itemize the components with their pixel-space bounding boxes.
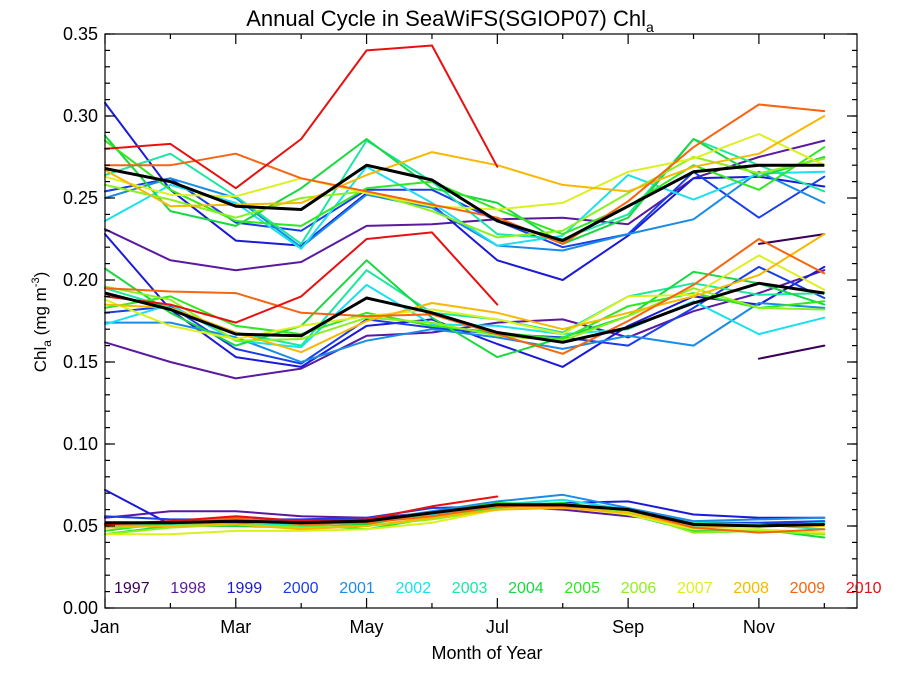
legend-entry-2003: 2003 bbox=[452, 580, 488, 597]
series-line-1999-upper bbox=[104, 101, 826, 281]
legend-entry-2009: 2009 bbox=[790, 580, 826, 597]
y-axis-label: Chla (mg m-3) bbox=[30, 272, 54, 373]
legend-entry-2008: 2008 bbox=[733, 580, 769, 597]
y-tick-label: 0.10 bbox=[63, 434, 98, 454]
x-tick-label: Mar bbox=[220, 617, 251, 637]
y-tick-label: 0.30 bbox=[63, 106, 98, 126]
y-tick-label: 0.00 bbox=[63, 598, 98, 618]
series-line-2008-lower bbox=[104, 507, 826, 531]
mean-line-lower bbox=[105, 503, 825, 528]
chart-title: Annual Cycle in SeaWiFS(SGIOP07) Chla bbox=[246, 6, 654, 35]
legend-entry-1999: 1999 bbox=[227, 580, 263, 597]
series-line-2010-upper bbox=[104, 44, 499, 190]
legend-entry-2001: 2001 bbox=[339, 580, 375, 597]
series-line-1997-middle bbox=[757, 344, 826, 360]
legend-entry-2000: 2000 bbox=[283, 580, 319, 597]
series-line-2009-lower bbox=[104, 505, 826, 534]
x-tick-label: Jul bbox=[486, 617, 509, 637]
legend-entry-2007: 2007 bbox=[677, 580, 713, 597]
series-line-2004-middle bbox=[104, 259, 826, 359]
series-2010 bbox=[104, 44, 499, 526]
series-line-1998-upper bbox=[104, 139, 826, 272]
legend-entry-2002: 2002 bbox=[396, 580, 432, 597]
mean-line-upper bbox=[104, 163, 825, 243]
legend-entry-1997: 1997 bbox=[114, 580, 150, 597]
series-line-2006-middle bbox=[104, 285, 826, 342]
legend-entry-2006: 2006 bbox=[621, 580, 657, 597]
plot-frame bbox=[104, 33, 858, 609]
y-tick-label: 0.15 bbox=[63, 352, 98, 372]
x-tick-label: Sep bbox=[612, 617, 644, 637]
legend-entry-2010: 2010 bbox=[846, 580, 882, 597]
series-line-1997-upper bbox=[757, 233, 826, 245]
series-line-2007-upper bbox=[104, 133, 826, 211]
y-tick-label: 0.25 bbox=[63, 188, 98, 208]
series-line-2010-middle bbox=[104, 231, 499, 324]
x-tick-label: Nov bbox=[743, 617, 775, 637]
legend-entry-2005: 2005 bbox=[564, 580, 600, 597]
x-axis-label: Month of Year bbox=[431, 643, 542, 663]
series-2009 bbox=[104, 103, 826, 534]
legend-entry-1998: 1998 bbox=[170, 580, 206, 597]
x-tick-label: Jan bbox=[90, 617, 119, 637]
y-tick-label: 0.05 bbox=[63, 516, 98, 536]
axes-layer: 0.00 0.05 0.10 0.15 0.20 0.25 0.30 0.35 Jan Mar Ma… bbox=[63, 24, 858, 637]
x-tick-label: May bbox=[350, 617, 384, 637]
series-line-2010-lower bbox=[104, 495, 499, 526]
y-tick-label: 0.20 bbox=[63, 270, 98, 290]
series-line-2009-middle bbox=[104, 238, 826, 355]
series-line-1998-middle bbox=[104, 269, 826, 380]
legend-entry-2004: 2004 bbox=[508, 580, 544, 597]
series-line-2009-upper bbox=[104, 103, 826, 245]
series-line-2001-upper bbox=[104, 170, 826, 252]
series-line-2006-upper bbox=[104, 156, 826, 239]
y-tick-label: 0.35 bbox=[63, 24, 98, 44]
legend: 1997 1998 1999 2000 2001 2002 2003 2004 2005 2006… bbox=[114, 580, 882, 597]
mean-layer bbox=[104, 163, 825, 528]
series-line-2008-upper bbox=[104, 115, 826, 208]
mean-line-middle bbox=[104, 281, 825, 344]
series-line-2007-middle bbox=[104, 254, 826, 340]
